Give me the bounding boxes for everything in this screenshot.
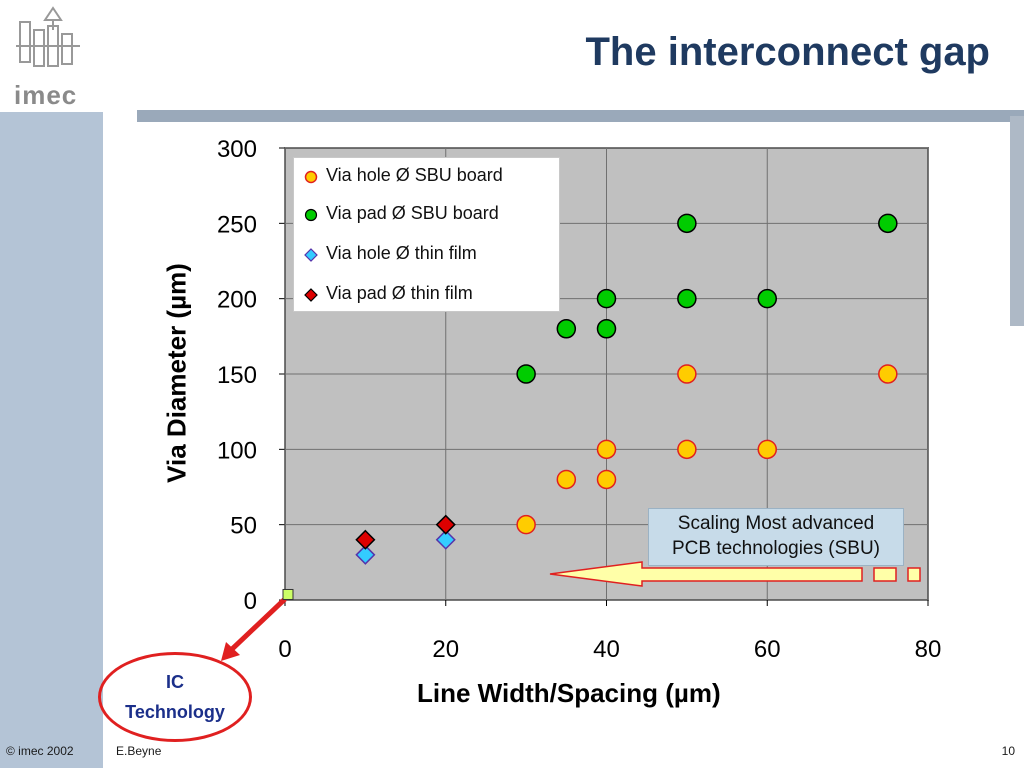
ic-point-marker xyxy=(282,588,294,600)
data-point-via-pad-sbu-board xyxy=(556,319,577,339)
imec-logo-icon xyxy=(16,6,80,67)
page-number: 10 xyxy=(1001,744,1015,758)
data-point-via-pad-sbu-board xyxy=(516,364,536,384)
diamond-marker-icon xyxy=(304,246,318,262)
footer-author: E.Beyne xyxy=(116,744,162,758)
legend-label: Via hole Ø SBU board xyxy=(326,164,503,185)
x-axis-label: Line Width/Spacing (µm) xyxy=(417,678,721,708)
header-band xyxy=(137,110,1024,122)
data-point-via-hole-sbu-board xyxy=(757,439,777,460)
data-point-via-pad-sbu-board xyxy=(596,319,617,339)
logo-area: imec xyxy=(0,0,103,112)
y-tick-label: 0 xyxy=(244,588,257,615)
data-point-via-pad-sbu-board xyxy=(677,213,697,234)
x-tick-label: 40 xyxy=(593,636,620,663)
data-point-via-hole-sbu-board xyxy=(596,439,617,460)
scaling-arrow xyxy=(549,561,921,587)
slide-title: The interconnect gap xyxy=(585,30,991,74)
y-tick-label: 100 xyxy=(217,437,257,464)
y-tick-label: 300 xyxy=(217,136,257,163)
legend-label: Via pad Ø SBU board xyxy=(326,202,499,223)
legend-item-via-hole-sbu: Via hole Ø SBU board xyxy=(304,163,503,187)
data-point-via-hole-sbu-board xyxy=(516,514,536,535)
legend-item-via-pad-thin: Via pad Ø thin film xyxy=(304,281,473,305)
footer-copyright: © imec 2002 xyxy=(6,744,74,758)
legend-item-via-pad-sbu: Via pad Ø SBU board xyxy=(304,201,499,225)
ic-line-2: Technology xyxy=(125,702,225,722)
data-point-via-hole-sbu-board xyxy=(556,469,577,490)
data-point-via-hole-sbu-board xyxy=(677,364,697,384)
data-point-via-pad-sbu-board xyxy=(757,288,777,309)
scaling-callout: Scaling Most advanced PCB technologies (… xyxy=(648,508,904,566)
x-tick-label: 60 xyxy=(754,636,781,663)
data-point-via-pad-thin-film xyxy=(355,529,376,550)
x-tick-label: 0 xyxy=(278,636,291,663)
diamond-marker-icon xyxy=(304,286,318,302)
left-sidebar xyxy=(0,0,103,768)
callout-line-1: Scaling Most advanced xyxy=(677,513,875,534)
data-point-via-hole-thin-film xyxy=(355,544,376,565)
legend-label: Via hole Ø thin film xyxy=(326,242,477,263)
chart-legend: Via hole Ø SBU board Via pad Ø SBU board… xyxy=(293,157,560,312)
circle-marker-icon xyxy=(304,168,318,184)
ic-line-1: IC xyxy=(166,672,184,692)
x-tick-label: 20 xyxy=(432,636,459,663)
ic-technology-label: IC Technology xyxy=(98,652,252,742)
data-point-via-hole-sbu-board xyxy=(596,469,617,490)
data-point-via-hole-thin-film xyxy=(435,529,456,550)
y-tick-label: 150 xyxy=(217,362,257,389)
legend-label: Via pad Ø thin film xyxy=(326,282,473,303)
ic-arrow xyxy=(221,597,287,661)
data-point-via-pad-sbu-board xyxy=(878,213,898,234)
data-point-via-hole-sbu-board xyxy=(878,364,898,384)
data-point-via-pad-thin-film xyxy=(435,514,456,535)
logo-text: imec xyxy=(14,80,78,110)
y-tick-label: 200 xyxy=(217,287,257,314)
legend-item-via-hole-thin: Via hole Ø thin film xyxy=(304,241,477,265)
callout-line-2: PCB technologies (SBU) xyxy=(671,538,881,559)
data-point-via-pad-sbu-board xyxy=(677,288,697,309)
y-tick-label: 50 xyxy=(230,513,257,540)
data-point-via-pad-sbu-board xyxy=(596,288,617,309)
y-tick-label: 250 xyxy=(217,211,257,238)
x-tick-label: 80 xyxy=(915,636,942,663)
circle-marker-icon xyxy=(304,206,318,222)
y-axis-label: Via Diameter (µm) xyxy=(161,263,192,483)
header-band-edge xyxy=(1010,116,1024,326)
data-point-via-hole-sbu-board xyxy=(677,439,697,460)
